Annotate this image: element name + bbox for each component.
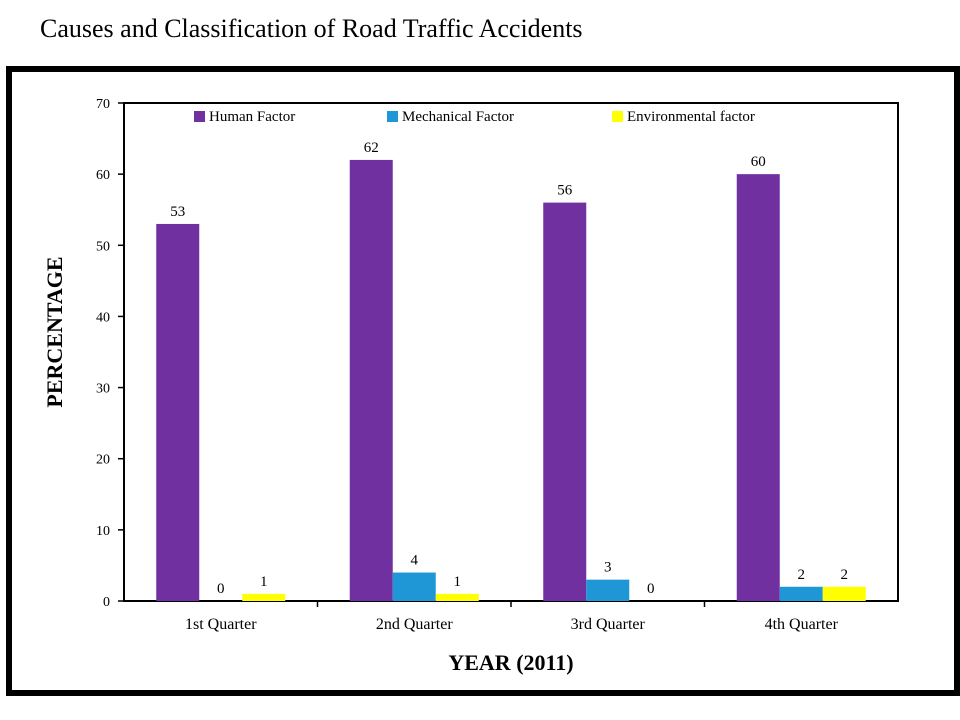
legend-label: Environmental factor: [627, 109, 755, 125]
plot-area-border: [123, 102, 899, 602]
bar-human-factor: [349, 159, 393, 601]
x-axis-title: YEAR (2011): [448, 650, 573, 675]
data-label: 2: [841, 567, 849, 583]
x-tick-label: 3rd Quarter: [571, 616, 646, 633]
chart-legend: Human Factor Mechanical Factor Environment…: [194, 109, 755, 125]
y-tick-label: 70: [96, 97, 110, 112]
bar-environmental-factor: [435, 593, 479, 601]
y-tick-label: 20: [96, 453, 110, 468]
bar-mechanical-factor: [586, 579, 630, 601]
bar-human-factor: [156, 223, 200, 601]
data-label: 1: [454, 574, 462, 590]
y-tick-label: 40: [96, 310, 110, 325]
x-tick-label: 1st Quarter: [185, 616, 257, 633]
x-tick-label: 4th Quarter: [765, 616, 839, 633]
data-label: 62: [364, 140, 379, 156]
bar-environmental-factor: [242, 593, 286, 601]
y-tick-label: 50: [96, 239, 110, 254]
y-tick-label: 60: [96, 168, 110, 183]
data-label: 0: [647, 581, 655, 597]
legend-swatch: [387, 111, 398, 122]
chart-bars: [156, 159, 866, 601]
chart-frame: 0 10 20 30 40 50 60 70 1st Quarter 2nd Quarter 3rd…: [6, 66, 960, 696]
data-label: 0: [217, 581, 225, 597]
data-label: 1: [260, 574, 268, 590]
y-tick-label: 10: [96, 524, 110, 539]
x-tick-label: 2nd Quarter: [376, 616, 454, 633]
data-label: 2: [798, 567, 806, 583]
legend-label: Human Factor: [209, 109, 295, 125]
legend-swatch: [612, 111, 623, 122]
legend-swatch: [194, 111, 205, 122]
bar-human-factor: [736, 174, 780, 601]
data-label: 56: [557, 183, 573, 199]
y-tick-label: 0: [103, 595, 110, 610]
bar-environmental-factor: [822, 586, 866, 601]
page-title: Causes and Classification of Road Traffi…: [40, 14, 583, 43]
bar-human-factor: [543, 202, 587, 601]
legend-label: Mechanical Factor: [402, 109, 514, 125]
y-tick-label: 30: [96, 382, 110, 397]
data-label: 60: [751, 154, 766, 170]
data-label: 53: [170, 204, 185, 220]
y-axis-title: PERCENTAGE: [42, 256, 67, 407]
bar-mechanical-factor: [392, 572, 436, 601]
data-label: 4: [411, 553, 419, 569]
chart-data-labels: 53 62 56 60 0 4 3 2 1 1 0 2: [170, 140, 848, 597]
data-label: 3: [604, 560, 612, 576]
bar-mechanical-factor: [779, 586, 823, 601]
